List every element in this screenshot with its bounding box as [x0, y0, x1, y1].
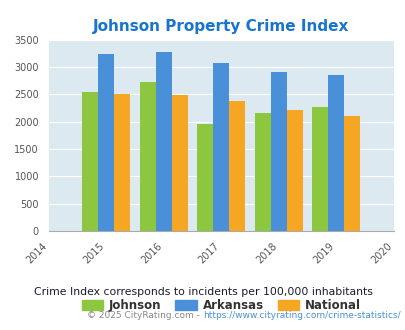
Bar [156, 52, 171, 231]
Text: Crime Index corresponds to incidents per 100,000 inhabitants: Crime Index corresponds to incidents per… [34, 287, 371, 297]
Bar [270, 72, 286, 231]
Bar [114, 94, 130, 231]
Bar [171, 95, 188, 231]
Bar [197, 124, 213, 231]
Text: https://www.cityrating.com/crime-statistics/: https://www.cityrating.com/crime-statist… [202, 311, 400, 320]
Title: Johnson Property Crime Index: Johnson Property Crime Index [93, 19, 349, 34]
Bar [328, 75, 343, 231]
Bar [343, 115, 360, 231]
Bar [311, 107, 328, 231]
Bar [213, 63, 229, 231]
Legend: Johnson, Arkansas, National: Johnson, Arkansas, National [77, 294, 365, 317]
Bar [286, 110, 302, 231]
Bar [254, 114, 270, 231]
Bar [98, 54, 114, 231]
Bar [229, 101, 245, 231]
Bar [139, 82, 156, 231]
Text: © 2025 CityRating.com -: © 2025 CityRating.com - [87, 311, 202, 320]
Bar [82, 92, 98, 231]
